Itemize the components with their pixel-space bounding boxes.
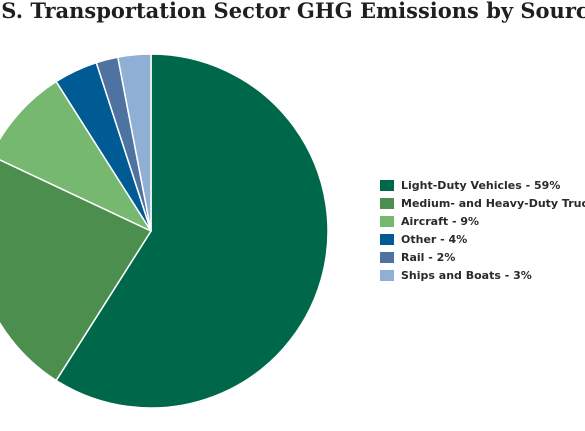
legend-item-0: Light-Duty Vehicles - 59%	[380, 176, 585, 194]
legend-item-3: Other - 4%	[380, 230, 585, 248]
legend-swatch	[380, 233, 394, 245]
pie-slice-2	[0, 80, 152, 232]
chart-legend: Light-Duty Vehicles - 59% Medium- and Hea…	[380, 176, 585, 284]
legend-swatch	[380, 269, 394, 281]
legend-label: Light-Duty Vehicles - 59%	[401, 178, 561, 192]
legend-item-5: Ships and Boats - 3%	[380, 266, 585, 284]
legend-swatch	[380, 215, 394, 227]
legend-label: Ships and Boats - 3%	[401, 268, 532, 282]
pie-slices	[0, 53, 329, 409]
legend-label: Other - 4%	[401, 232, 468, 246]
legend-label: Medium- and Heavy-Duty Truc	[401, 196, 585, 210]
pie-slice-0	[55, 53, 329, 409]
legend-item-1: Medium- and Heavy-Duty Truc	[380, 194, 585, 212]
legend-swatch	[380, 251, 394, 263]
chart-title: .S. Transportation Sector GHG Emissions …	[0, 0, 585, 23]
pie-slice-5	[117, 53, 152, 232]
legend-item-2: Aircraft - 9%	[380, 212, 585, 230]
legend-item-4: Rail - 2%	[380, 248, 585, 266]
legend-swatch	[380, 179, 394, 191]
legend-label: Aircraft - 9%	[401, 214, 480, 228]
pie-slice-1	[0, 159, 152, 382]
legend-label: Rail - 2%	[401, 250, 456, 264]
legend-swatch	[380, 197, 394, 209]
